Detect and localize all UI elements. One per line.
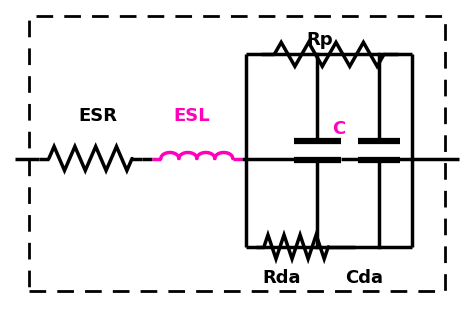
Text: ESL: ESL	[174, 107, 210, 125]
Text: Rp: Rp	[306, 31, 333, 49]
Text: C: C	[332, 120, 345, 138]
Text: Rda: Rda	[263, 269, 301, 288]
Text: ESR: ESR	[78, 107, 117, 125]
Bar	[29, 16, 445, 291]
Text: Cda: Cda	[346, 269, 383, 288]
